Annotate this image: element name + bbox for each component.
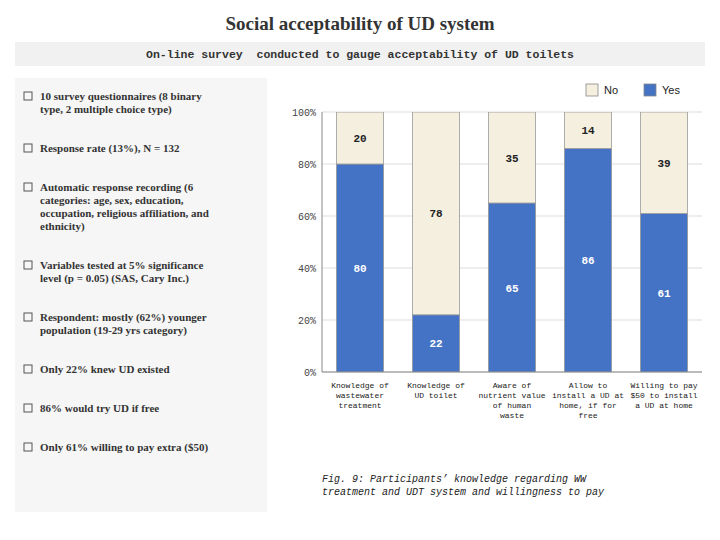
text-line: Fig. 9: Participants’ knowledge regardin… bbox=[322, 474, 587, 485]
text-line: install a UD at bbox=[552, 391, 624, 400]
title: Social acceptability of UD system bbox=[225, 13, 494, 34]
x-tick-label: Knowledge ofUD toilet bbox=[407, 381, 465, 400]
data-label: 14 bbox=[581, 125, 595, 137]
y-tick-label: 100% bbox=[292, 108, 316, 119]
checkbox bbox=[24, 183, 32, 191]
text-line: nutrient value bbox=[478, 391, 545, 400]
data-label: 39 bbox=[657, 158, 670, 170]
grid-line bbox=[322, 372, 702, 373]
text-line: Aware of bbox=[493, 381, 532, 390]
text-panel bbox=[15, 78, 267, 512]
text-line: a UD at home bbox=[635, 401, 693, 410]
bar bbox=[564, 148, 611, 372]
bar bbox=[488, 203, 535, 372]
text-line: Respondent: mostly (62%) younger bbox=[40, 311, 207, 324]
y-tick-label: 60% bbox=[298, 212, 316, 223]
text-line: treatment and UDT system and willingness… bbox=[322, 487, 605, 498]
text-line: of human bbox=[493, 401, 532, 410]
text-line: Willing to pay bbox=[630, 381, 697, 390]
checkbox bbox=[24, 92, 32, 100]
data-label: 35 bbox=[505, 153, 519, 165]
text-line: 86% would try UD if free bbox=[40, 402, 159, 414]
legend-swatch bbox=[644, 84, 656, 96]
text-line: free bbox=[578, 411, 597, 420]
text-line: population (19-29 yrs category) bbox=[40, 324, 187, 337]
text-line: waste bbox=[500, 411, 524, 420]
text-line: categories: age, sex, education, bbox=[40, 194, 184, 206]
data-labels: 80 22 65 86 61 20 78 35 14 39 bbox=[353, 125, 671, 350]
subtitle-bar bbox=[15, 42, 705, 66]
x-tick-label: Aware ofnutrient valueof humanwaste bbox=[478, 381, 545, 420]
annotation: Response rate (13%), N = 132 bbox=[40, 142, 180, 155]
data-label: 22 bbox=[429, 338, 442, 350]
text-line: $50 to install bbox=[630, 391, 697, 400]
bar bbox=[412, 315, 459, 372]
bar bbox=[640, 112, 687, 213]
text-line: occupation, religious affiliation, and bbox=[40, 207, 209, 219]
legend: No Yes bbox=[586, 84, 680, 96]
y-tick-label: 80% bbox=[298, 160, 316, 171]
data-label: 61 bbox=[657, 288, 671, 300]
bar bbox=[336, 112, 383, 164]
checkbox bbox=[24, 404, 32, 412]
legend-entry: No bbox=[604, 84, 618, 96]
checkbox bbox=[24, 365, 32, 373]
x-tick-label: Willing to pay$50 to installa UD at home bbox=[630, 381, 697, 410]
checkbox bbox=[24, 313, 32, 321]
chart-root: Social acceptability of UD system On-line… bbox=[0, 0, 720, 540]
text-line: Response rate (13%), N = 132 bbox=[40, 142, 180, 155]
bar bbox=[564, 112, 611, 148]
checkbox bbox=[24, 144, 32, 152]
bar bbox=[336, 164, 383, 372]
text-line: Automatic response recording (6 bbox=[40, 181, 194, 194]
annotation: 10 survey questionnaires (8 binarytype, … bbox=[40, 90, 202, 116]
annotation: Only 61% willing to pay extra ($50) bbox=[40, 441, 208, 454]
text-line: Only 61% willing to pay extra ($50) bbox=[40, 441, 208, 454]
bars bbox=[336, 112, 687, 372]
annotation: 86% would try UD if free bbox=[40, 402, 159, 414]
x-axis-line bbox=[322, 372, 702, 373]
text-line: home, if for bbox=[559, 401, 617, 410]
data-label: 20 bbox=[353, 133, 366, 145]
bar bbox=[412, 112, 459, 315]
text-line: ethnicity) bbox=[40, 220, 85, 233]
text-line: Variables tested at 5% significance bbox=[40, 259, 203, 271]
bar bbox=[488, 112, 535, 203]
checkbox bbox=[24, 261, 32, 269]
caption: Fig. 9: Participants’ knowledge regardin… bbox=[322, 474, 605, 498]
checkbox bbox=[24, 443, 32, 451]
text-line: Knowledge of bbox=[407, 381, 465, 390]
y-tick-label: 0% bbox=[304, 368, 316, 379]
data-label: 78 bbox=[429, 208, 443, 220]
text-line: treatment bbox=[338, 401, 381, 410]
data-label: 65 bbox=[505, 283, 519, 295]
annotation: Automatic response recording (6categorie… bbox=[40, 181, 209, 233]
text-line: 10 survey questionnaires (8 binary bbox=[40, 90, 202, 103]
x-tick-label: Knowledge ofwastewatertreatment bbox=[331, 381, 389, 410]
text-line: level (p = 0.05) (SAS, Cary Inc.) bbox=[40, 272, 189, 285]
data-label: 86 bbox=[581, 255, 594, 267]
y-tick-label: 40% bbox=[298, 264, 316, 275]
annotation: Respondent: mostly (62%) youngerpopulati… bbox=[40, 311, 207, 337]
legend-swatch bbox=[586, 84, 598, 96]
y-axis-line bbox=[322, 112, 323, 372]
text-line: Knowledge of bbox=[331, 381, 389, 390]
text-line: wastewater bbox=[336, 391, 384, 400]
y-tick-label: 20% bbox=[298, 316, 316, 327]
text-line: UD toilet bbox=[414, 391, 457, 400]
text-line: Only 22% knew UD existed bbox=[40, 363, 170, 375]
data-label: 80 bbox=[353, 263, 366, 275]
bar bbox=[640, 213, 687, 372]
x-tick-label: Allow toinstall a UD athome, if forfree bbox=[552, 381, 624, 420]
text-line: Allow to bbox=[569, 381, 608, 390]
legend-entry: Yes bbox=[662, 84, 680, 96]
subtitle: On-line survey conducted to gauge accept… bbox=[146, 48, 574, 61]
text-line: type, 2 multiple choice type) bbox=[40, 103, 172, 116]
annotation: Variables tested at 5% significancelevel… bbox=[40, 259, 203, 285]
annotation: Only 22% knew UD existed bbox=[40, 363, 170, 375]
